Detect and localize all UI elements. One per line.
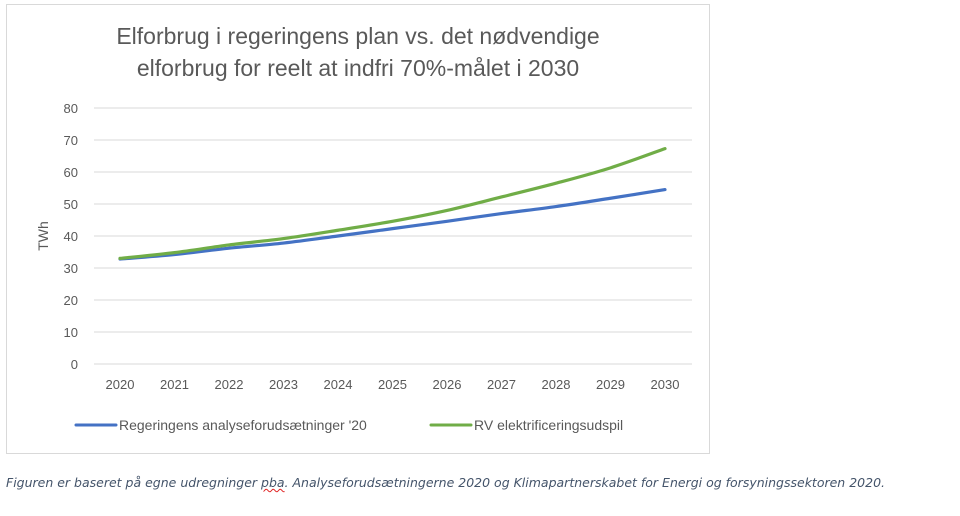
caption-flagged-word: pba [261,475,285,490]
gridlines [94,107,692,365]
x-axis-ticks: 2020 2021 2022 2023 2024 2025 2026 2027 2028 2029… [106,377,680,392]
x-tick-label: 2030 [651,377,680,392]
x-tick-label: 2028 [542,377,571,392]
legend-label-1: RV elektrificeringsudspil [474,417,623,433]
legend: Regeringens analyseforudsætninger '20 RV … [74,417,623,433]
chart-title: Elforbrug i regeringens plan vs. det nød… [6,20,710,84]
x-tick-label: 2024 [324,377,353,392]
x-tick-label: 2025 [378,377,407,392]
y-tick-label: 50 [64,197,78,212]
x-tick-label: 2023 [269,377,298,392]
y-tick-label: 40 [64,229,78,244]
chart-frame [6,4,710,454]
y-tick-label: 80 [64,101,78,116]
legend-label-0: Regeringens analyseforudsætninger '20 [119,417,367,433]
chart-title-line-1: Elforbrug i regeringens plan vs. det nød… [116,23,600,49]
caption-text-start: Figuren er baseret på egne udregninger [6,475,262,490]
figure-caption: Figuren er baseret på egne udregninger p… [6,474,956,492]
y-tick-label: 0 [71,357,78,372]
y-axis-title: TWh [35,221,51,251]
y-axis-ticks: 0 10 20 30 40 50 60 70 80 [64,101,78,372]
x-tick-label: 2021 [160,377,189,392]
chart-title-line-2: elforbrug for reelt at indfri 70%-målet … [136,55,580,81]
y-tick-label: 60 [64,165,78,180]
y-tick-label: 70 [64,133,78,148]
x-tick-label: 2020 [106,377,135,392]
y-tick-label: 30 [64,261,78,276]
y-tick-label: 20 [64,293,78,308]
y-tick-label: 10 [64,325,78,340]
x-tick-label: 2029 [596,377,625,392]
caption-text-end: . Analyseforudsætningerne 2020 og Klimap… [284,475,885,490]
x-tick-label: 2026 [433,377,462,392]
x-tick-label: 2027 [487,377,516,392]
x-tick-label: 2022 [215,377,244,392]
series-lines [118,147,667,261]
